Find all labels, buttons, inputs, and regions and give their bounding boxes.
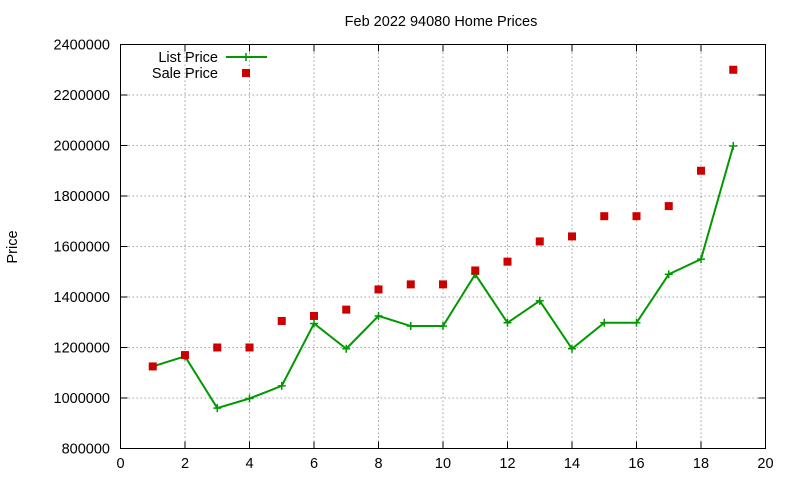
data-point-sale-price: [729, 65, 738, 74]
data-point-list-price: [664, 270, 673, 279]
chart-title: Feb 2022 94080 Home Prices: [345, 14, 538, 30]
data-point-list-price: [406, 322, 415, 331]
data-point-sale-price: [600, 212, 609, 221]
data-point-sale-price: [535, 237, 544, 246]
legend-label: List Price: [158, 50, 218, 66]
x-tick-labels: 0 2 4 6 8 10 12 14 16 18 20: [116, 456, 773, 472]
data-point-sale-price: [503, 257, 512, 266]
series-layer: [148, 65, 738, 413]
data-point-sale-price: [406, 280, 415, 289]
x-tick-label: 14: [564, 456, 580, 472]
y-tick-label: 1200000: [54, 341, 110, 357]
data-point-sale-price: [277, 316, 286, 325]
data-point-sale-price: [664, 202, 673, 211]
y-tick-label: 1600000: [54, 240, 110, 256]
y-tick-label: 800000: [62, 442, 110, 458]
data-point-list-price: [342, 344, 351, 353]
data-point-list-price: [503, 318, 512, 327]
data-point-list-price: [245, 394, 254, 403]
series-sale-price: [148, 65, 738, 371]
y-tick-label: 1400000: [54, 290, 110, 306]
data-point-sale-price: [245, 343, 254, 352]
data-point-sale-price: [213, 343, 222, 352]
x-tick-label: 18: [693, 456, 709, 472]
x-tick-label: 8: [374, 456, 382, 472]
y-tick-labels: 800000 1000000 1200000 1400000 1600000 180000…: [54, 38, 110, 458]
y-tick-label: 1800000: [54, 189, 110, 205]
data-point-sale-price: [568, 232, 576, 241]
legend-entry-sale-price: Sale Price: [152, 66, 250, 82]
data-point-list-price: [535, 296, 544, 305]
y-tick-label: 1000000: [54, 391, 110, 407]
x-tick-label: 12: [499, 456, 515, 472]
legend-marker-sample: [242, 69, 250, 77]
data-point-list-price: [600, 318, 609, 327]
legend-marker-sample: [242, 53, 250, 61]
data-point-sale-price: [697, 166, 705, 175]
data-point-sale-price: [310, 311, 318, 320]
x-tick-label: 2: [181, 456, 189, 472]
data-point-sale-price: [471, 266, 480, 275]
data-point-list-price: [439, 322, 447, 331]
x-tick-label: 4: [245, 456, 253, 472]
data-point-sale-price: [439, 280, 447, 289]
data-point-list-price: [213, 404, 222, 413]
x-tick-label: 0: [116, 456, 124, 472]
y-axis-label: Price: [5, 230, 21, 263]
data-point-list-price: [729, 142, 738, 151]
data-point-list-price: [632, 318, 641, 327]
data-point-sale-price: [342, 305, 351, 314]
data-point-sale-price: [181, 351, 189, 360]
legend-entry-list-price: List Price: [158, 50, 267, 66]
data-point-sale-price: [374, 285, 383, 294]
data-point-list-price: [310, 319, 318, 328]
data-point-list-price: [374, 311, 383, 320]
legend-label: Sale Price: [152, 66, 218, 82]
data-point-list-price: [568, 344, 576, 353]
x-tick-label: 6: [310, 456, 318, 472]
y-tick-label: 2400000: [54, 38, 110, 54]
data-point-sale-price: [632, 212, 641, 221]
plot-frame: [120, 44, 766, 449]
data-point-list-price: [697, 255, 705, 264]
x-tick-label: 20: [757, 456, 773, 472]
x-tick-label: 10: [435, 456, 451, 472]
y-tick-label: 2000000: [54, 139, 110, 155]
y-tick-label: 2200000: [54, 88, 110, 104]
data-point-list-price: [277, 381, 286, 390]
data-point-sale-price: [148, 362, 157, 371]
grid: [120, 44, 766, 449]
x-tick-label: 16: [628, 456, 644, 472]
